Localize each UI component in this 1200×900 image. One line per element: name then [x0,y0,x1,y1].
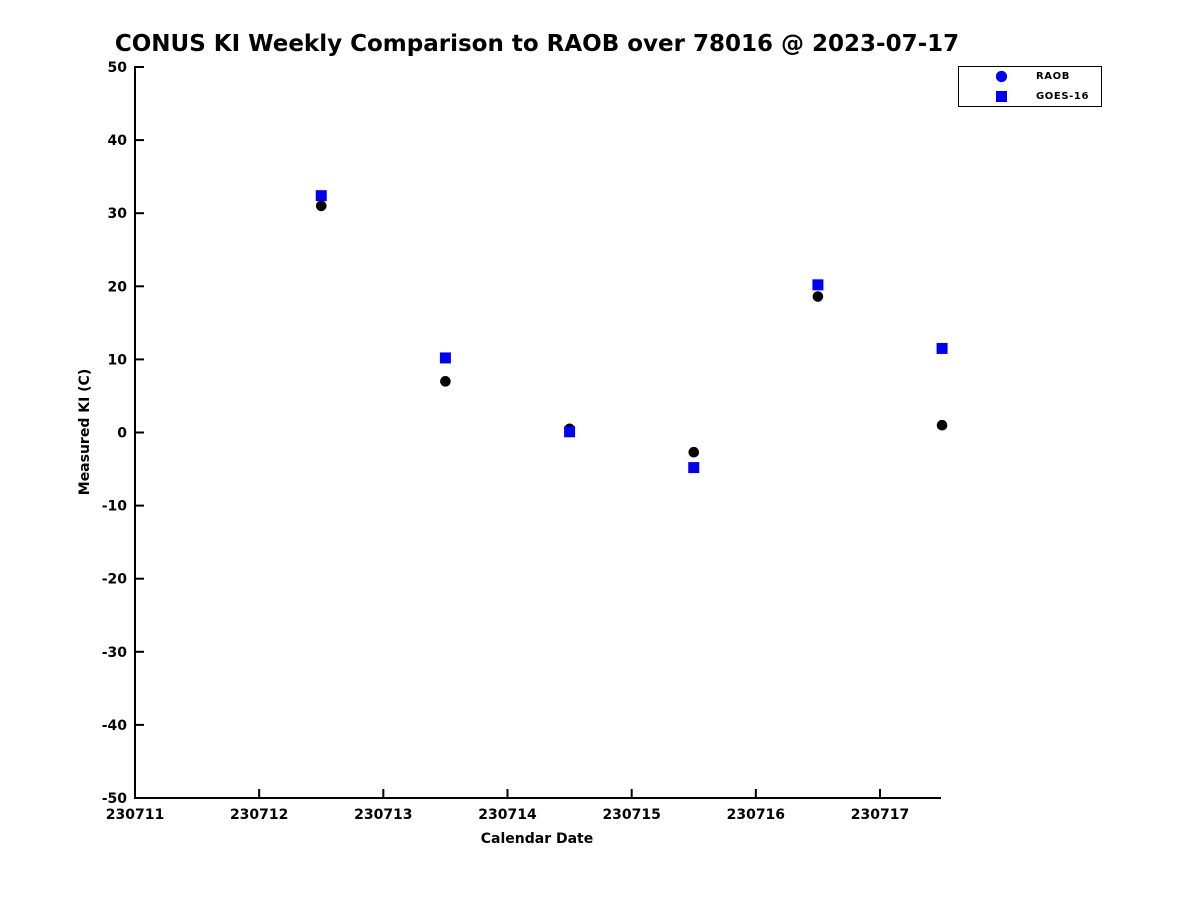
point-goes-16 [439,352,451,364]
y-tick-label: 40 [108,133,128,149]
y-tick-label: 50 [108,60,128,76]
point-goes-16 [564,426,576,438]
x-tick-label: 230711 [106,807,164,823]
y-tick-label: -30 [102,645,128,661]
legend-label-goes16: GOES-16 [1036,90,1090,102]
y-tick-label: -20 [102,572,128,588]
y-tick-label: -50 [102,791,128,807]
x-axis-label: Calendar Date [480,831,594,847]
x-tick-label: 230714 [478,807,537,823]
y-tick-label: -40 [102,718,128,734]
y-tick-label: 10 [108,352,128,368]
chart-title: CONUS KI Weekly Comparison to RAOB over … [114,31,960,57]
legend-item-raob: RAOB [959,67,1101,87]
x-tick-label: 230716 [727,807,785,823]
y-tick-label: 20 [108,279,128,295]
point-raob [812,291,824,302]
y-tick-label: -10 [102,499,128,515]
y-tick-label: 0 [117,426,127,442]
point-goes-16 [688,462,700,474]
circle-marker-icon [995,71,1008,83]
point-goes-16 [812,279,824,291]
point-raob [936,419,948,431]
point-raob [440,376,451,387]
legend: RAOB GOES-16 [958,66,1102,107]
x-tick-label: 230712 [230,807,288,823]
legend-label-raob: RAOB [1036,71,1070,83]
x-tick-label: 230713 [354,807,412,823]
x-tick-label: 230717 [851,807,909,823]
point-goes-16 [315,190,327,202]
square-marker-icon [996,90,1007,102]
point-goes-16 [936,342,948,354]
legend-item-goes16: GOES-16 [959,87,1101,107]
x-tick-label: 230715 [602,807,660,823]
point-raob [688,446,700,458]
point-raob [315,200,327,212]
y-tick-label: 30 [108,206,128,222]
